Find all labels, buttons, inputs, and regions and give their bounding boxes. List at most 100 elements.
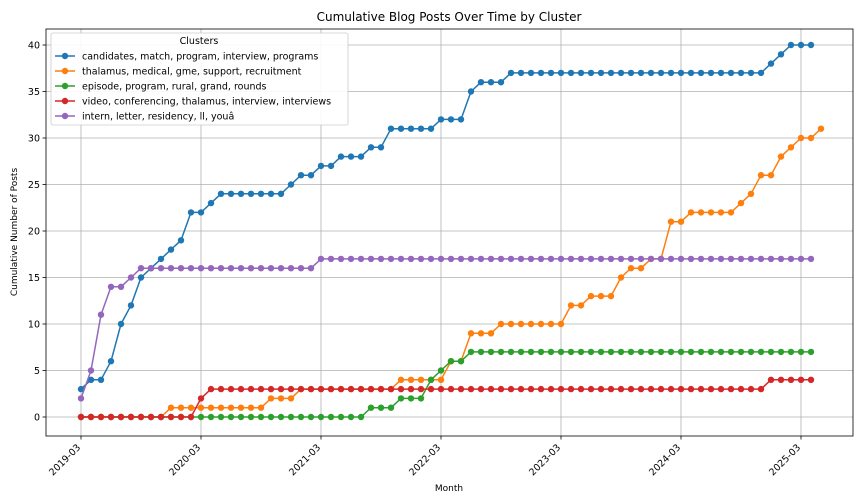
data-point	[307, 265, 315, 272]
data-point	[397, 385, 405, 393]
data-point	[677, 255, 685, 263]
data-point	[717, 348, 725, 356]
data-point	[707, 348, 715, 356]
data-point	[437, 255, 445, 263]
data-point	[237, 413, 245, 421]
data-point	[787, 348, 795, 356]
data-point	[647, 385, 655, 393]
y-tick-label: 40	[28, 41, 40, 52]
data-point	[287, 181, 295, 188]
data-point	[167, 265, 175, 272]
data-point	[387, 385, 395, 393]
legend: Clusters candidates, match, program, int…	[50, 32, 349, 126]
data-point	[637, 69, 645, 77]
data-point	[97, 413, 105, 421]
data-point	[487, 330, 495, 337]
data-point	[377, 404, 385, 411]
data-point	[727, 209, 735, 216]
data-point	[567, 348, 575, 356]
data-point	[797, 134, 805, 142]
data-point	[567, 255, 575, 263]
data-point	[657, 255, 665, 263]
data-point	[337, 255, 345, 263]
data-point	[757, 172, 765, 179]
data-point	[297, 385, 305, 393]
data-point	[197, 413, 205, 421]
data-point	[797, 376, 805, 383]
data-point	[667, 255, 675, 263]
legend-marker	[61, 97, 69, 105]
data-point	[297, 172, 305, 179]
data-point	[227, 385, 235, 393]
data-point	[687, 385, 695, 393]
data-point	[287, 385, 295, 393]
data-point	[547, 320, 555, 328]
data-point	[77, 413, 85, 421]
data-point	[617, 385, 625, 393]
data-point	[667, 348, 675, 356]
data-point	[257, 404, 265, 411]
data-point	[807, 134, 815, 142]
data-point	[467, 385, 475, 393]
data-point	[307, 172, 315, 179]
data-point	[507, 255, 515, 263]
data-point	[277, 265, 285, 272]
data-point	[507, 348, 515, 356]
data-point	[447, 116, 455, 123]
legend-label: thalamus, medical, gme, support, recruit…	[82, 67, 302, 78]
data-point	[217, 385, 225, 393]
x-tick-label: 2024-03	[647, 442, 683, 478]
data-point	[397, 395, 405, 402]
data-point	[667, 385, 675, 393]
data-point	[677, 218, 685, 225]
data-point	[717, 69, 725, 77]
data-point	[567, 385, 575, 393]
data-point	[157, 265, 165, 272]
data-point	[407, 385, 415, 393]
data-point	[587, 292, 595, 300]
data-point	[367, 144, 375, 151]
data-point	[617, 348, 625, 356]
data-point	[327, 413, 335, 421]
data-point	[557, 69, 565, 77]
data-point	[617, 255, 625, 263]
data-point	[267, 190, 275, 197]
data-point	[537, 255, 545, 263]
data-point	[367, 255, 375, 263]
data-point	[127, 274, 135, 281]
data-point	[627, 348, 635, 356]
data-point	[807, 255, 815, 263]
data-point	[707, 69, 715, 77]
data-point	[717, 255, 725, 263]
data-point	[177, 404, 185, 411]
data-point	[707, 385, 715, 393]
data-point	[347, 255, 355, 263]
data-point	[187, 265, 195, 272]
data-point	[277, 413, 285, 421]
data-point	[117, 320, 125, 328]
data-point	[167, 404, 175, 411]
data-point	[417, 385, 425, 393]
data-point	[647, 348, 655, 356]
data-point	[697, 255, 705, 263]
data-point	[477, 255, 485, 263]
data-point	[267, 395, 275, 402]
data-point	[317, 385, 325, 393]
data-point	[587, 385, 595, 393]
data-point	[287, 413, 295, 421]
data-point	[657, 385, 665, 393]
data-point	[587, 348, 595, 356]
data-point	[357, 413, 365, 421]
data-point	[487, 385, 495, 393]
data-point	[547, 255, 555, 263]
legend-box	[50, 32, 349, 126]
data-point	[287, 265, 295, 272]
y-ticks: 0 5 10 15 20 25 30 35 40	[28, 41, 46, 424]
data-point	[417, 376, 425, 383]
data-point	[637, 385, 645, 393]
data-point	[507, 385, 515, 393]
data-point	[637, 255, 645, 263]
data-point	[687, 69, 695, 77]
data-point	[427, 255, 435, 263]
data-point	[77, 395, 85, 402]
